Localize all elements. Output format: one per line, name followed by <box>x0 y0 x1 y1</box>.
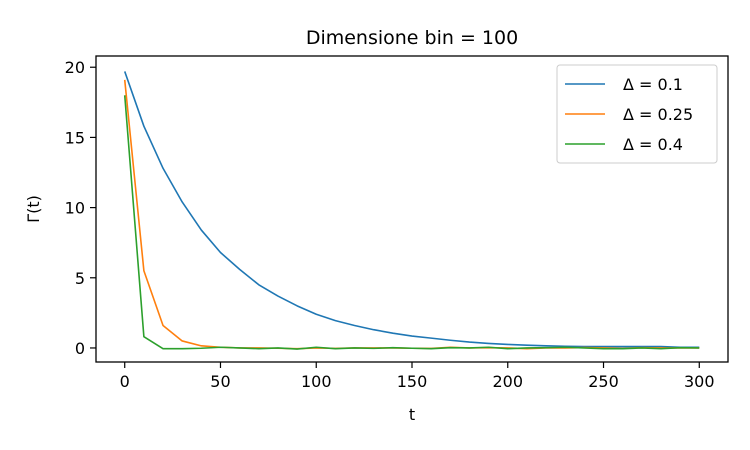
y-tick-label: 15 <box>65 128 85 147</box>
x-tick-label: 300 <box>684 372 715 391</box>
y-axis-title: Γ(t) <box>24 195 43 223</box>
y-tick-label: 10 <box>65 199 85 218</box>
y-tick-label: 20 <box>65 58 85 77</box>
x-tick-label: 200 <box>492 372 523 391</box>
plot-lines <box>123 71 700 350</box>
legend-label-1: Δ = 0.1 <box>623 75 683 94</box>
series-line-1 <box>123 71 700 349</box>
x-axis: 0 50 100 150 200 250 300 <box>120 362 715 391</box>
legend-label-2: Δ = 0.25 <box>623 105 693 124</box>
series-line-3 <box>123 95 700 350</box>
x-tick-label: 250 <box>588 372 619 391</box>
x-tick-label: 150 <box>397 372 428 391</box>
chart-title: Dimensione bin = 100 <box>306 27 518 49</box>
x-axis-title: t <box>409 405 415 424</box>
legend: Δ = 0.1 Δ = 0.25 Δ = 0.4 <box>556 64 718 164</box>
y-tick-label: 0 <box>75 339 85 358</box>
x-tick-label: 0 <box>120 372 130 391</box>
y-axis: 0 5 10 15 20 <box>65 58 96 358</box>
x-tick-label: 100 <box>301 372 332 391</box>
y-tick-label: 5 <box>75 269 85 288</box>
legend-box <box>556 64 718 164</box>
legend-label-3: Δ = 0.4 <box>623 135 683 154</box>
x-tick-label: 50 <box>210 372 230 391</box>
